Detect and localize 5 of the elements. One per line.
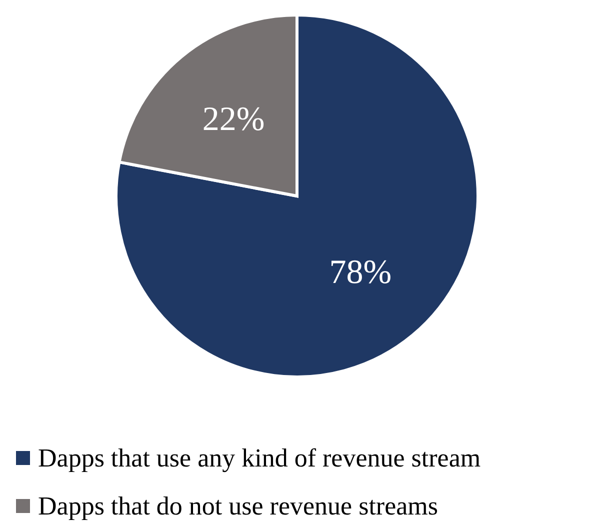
data-label: 22% bbox=[202, 100, 265, 138]
legend-label: Dapps that do not use revenue streams bbox=[38, 492, 438, 520]
data-label: 78% bbox=[329, 254, 392, 292]
pie-slice bbox=[114, 14, 480, 378]
legend-label: Dapps that use any kind of revenue stream bbox=[38, 444, 481, 472]
